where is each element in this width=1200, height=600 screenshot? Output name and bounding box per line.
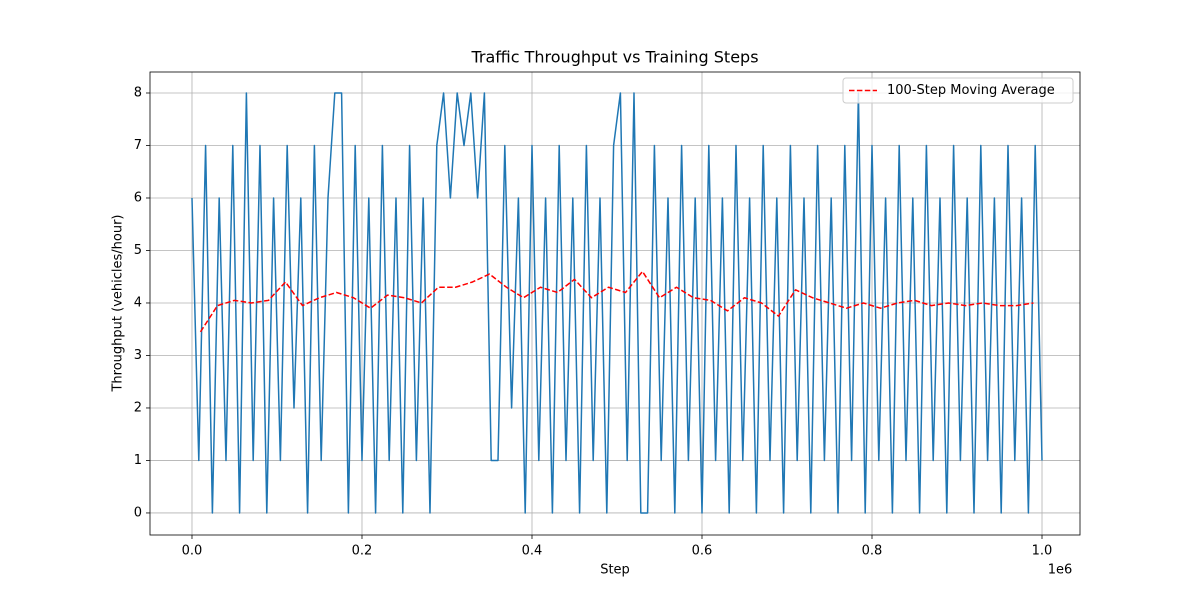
legend-box xyxy=(842,77,1074,104)
y-tick-label: 4 xyxy=(134,295,142,310)
y-tick-label: 7 xyxy=(134,138,142,153)
legend: 100-Step Moving Average xyxy=(842,77,1074,104)
chart-title: Traffic Throughput vs Training Steps xyxy=(470,48,758,67)
x-offset-label: 1e6 xyxy=(1048,563,1073,578)
y-axis-label: Throughput (vehicles/hour) xyxy=(111,214,126,392)
x-tick-label: 0.2 xyxy=(352,544,373,559)
legend-label: 100-Step Moving Average xyxy=(887,83,1055,98)
y-tick-label: 1 xyxy=(134,453,142,468)
y-tick-label: 3 xyxy=(134,348,142,363)
x-tick-label: 0.4 xyxy=(522,544,543,559)
y-tick-label: 0 xyxy=(134,505,142,520)
x-axis-label: Step xyxy=(600,563,630,578)
axes-frame xyxy=(149,71,1081,536)
x-tick-label: 1.0 xyxy=(1032,544,1053,559)
plot-area xyxy=(191,92,1043,514)
y-tick-label: 2 xyxy=(134,400,142,415)
line-series xyxy=(199,270,1034,333)
x-tick-label: 0.0 xyxy=(182,544,203,559)
x-tick-label: 0.8 xyxy=(862,544,883,559)
y-tick-label: 5 xyxy=(134,243,142,258)
x-tick-label: 0.6 xyxy=(692,544,713,559)
y-tick-label: 6 xyxy=(134,190,142,205)
line-series xyxy=(191,92,1043,514)
y-tick-label: 8 xyxy=(134,85,142,100)
